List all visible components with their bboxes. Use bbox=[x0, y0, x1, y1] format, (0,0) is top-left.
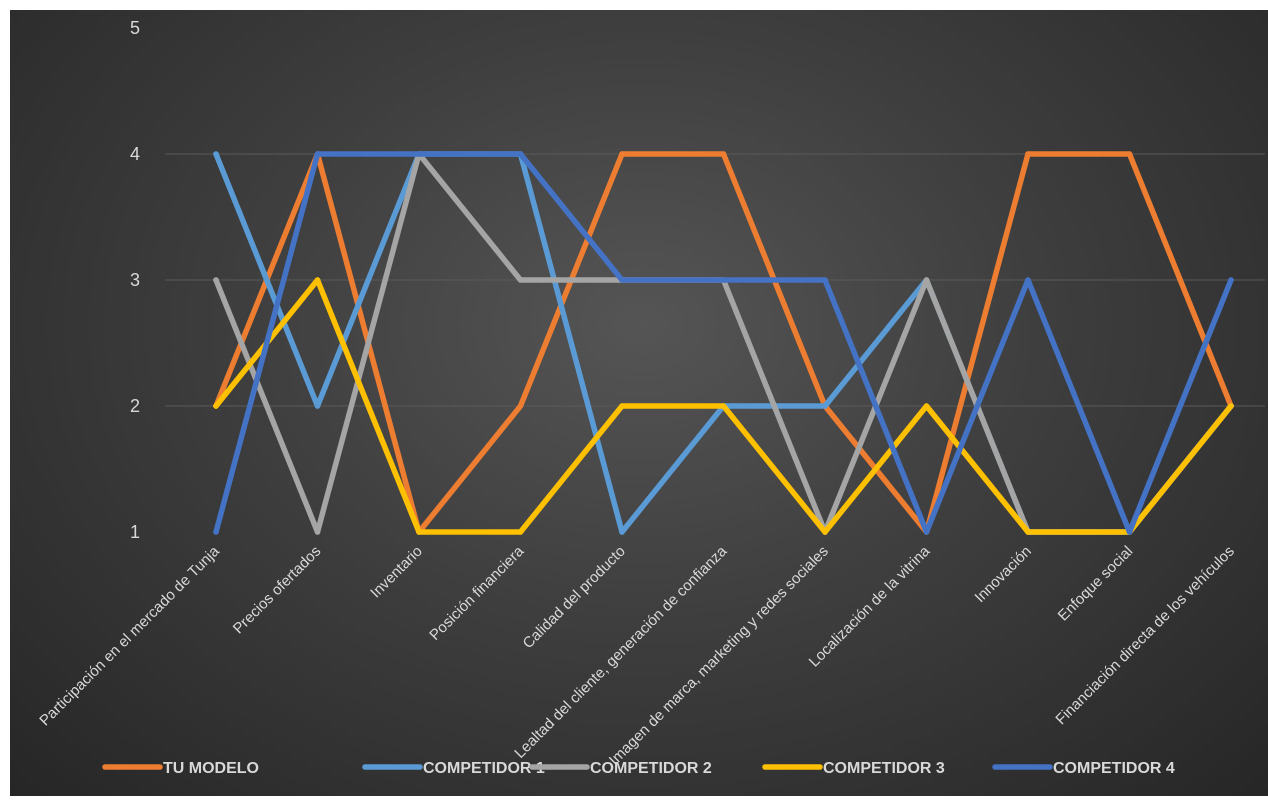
data-point bbox=[822, 403, 828, 409]
data-point bbox=[1126, 151, 1133, 157]
x-category-label: Posición financiera bbox=[426, 542, 528, 644]
data-point bbox=[619, 151, 625, 157]
data-point bbox=[619, 529, 625, 535]
data-point bbox=[1228, 403, 1234, 409]
data-point bbox=[822, 277, 828, 283]
y-tick-label: 5 bbox=[130, 18, 140, 38]
data-point bbox=[416, 529, 422, 535]
data-point bbox=[517, 151, 524, 157]
series-lines bbox=[213, 151, 1234, 535]
y-tick-label: 2 bbox=[130, 396, 140, 416]
legend-item-1: TU MODELO bbox=[102, 760, 259, 777]
x-category-label: Lealtad del cliente, generación de confi… bbox=[511, 542, 730, 761]
data-point bbox=[517, 403, 524, 409]
x-category-label: Innovación bbox=[971, 543, 1034, 606]
data-point bbox=[619, 277, 625, 283]
legend-item-2: COMPETIDOR 1 bbox=[362, 760, 545, 777]
x-category-label: Inventario bbox=[367, 543, 426, 602]
legend-label: TU MODELO bbox=[163, 760, 259, 777]
y-axis: 1 2 3 4 5 bbox=[130, 18, 140, 542]
x-category-label: Financiación directa de los vehículos bbox=[1052, 543, 1237, 728]
data-point bbox=[213, 277, 219, 283]
data-point bbox=[720, 151, 727, 157]
data-point bbox=[1025, 151, 1031, 157]
x-category-label: Precios ofertados bbox=[230, 543, 325, 638]
data-point bbox=[314, 151, 321, 157]
data-point bbox=[1126, 529, 1133, 535]
data-point bbox=[1025, 529, 1031, 535]
data-point bbox=[1228, 277, 1234, 283]
legend-item-5: COMPETIDOR 4 bbox=[992, 760, 1175, 777]
data-point bbox=[213, 529, 219, 535]
legend-item-4: COMPETIDOR 3 bbox=[762, 760, 945, 777]
legend-label: COMPETIDOR 2 bbox=[590, 760, 712, 777]
data-point bbox=[517, 277, 524, 283]
x-axis: Participación en el mercado de Tunja Prec… bbox=[36, 542, 1238, 768]
x-category-label: Participación en el mercado de Tunja bbox=[36, 542, 223, 729]
data-point bbox=[314, 277, 321, 283]
legend-item-3: COMPETIDOR 2 bbox=[529, 760, 712, 777]
data-point bbox=[213, 403, 219, 409]
x-category-label: Imagen de marca, marketing y redes socia… bbox=[606, 543, 832, 769]
legend-label: COMPETIDOR 1 bbox=[423, 760, 545, 777]
legend-label: COMPETIDOR 4 bbox=[1053, 760, 1175, 777]
data-point bbox=[1025, 277, 1031, 283]
y-tick-label: 1 bbox=[130, 522, 140, 542]
x-category-label: Calidad del producto bbox=[520, 543, 629, 652]
data-point bbox=[416, 151, 422, 157]
y-tick-label: 4 bbox=[130, 144, 140, 164]
data-point bbox=[923, 277, 930, 283]
series-line-3 bbox=[213, 151, 1234, 535]
data-point bbox=[619, 403, 625, 409]
data-point bbox=[720, 277, 727, 283]
data-point bbox=[923, 529, 930, 535]
data-point bbox=[822, 529, 828, 535]
data-point bbox=[517, 529, 524, 535]
y-tick-label: 3 bbox=[130, 270, 140, 290]
x-category-label: Enfoque social bbox=[1055, 543, 1137, 625]
data-point bbox=[314, 403, 321, 409]
data-point bbox=[720, 403, 727, 409]
data-point bbox=[213, 151, 219, 157]
legend: TU MODELO COMPETIDOR 1 COMPETIDOR 2 COMPETI… bbox=[102, 760, 1175, 777]
data-point bbox=[923, 403, 930, 409]
legend-label: COMPETIDOR 3 bbox=[823, 760, 945, 777]
data-point bbox=[314, 529, 321, 535]
